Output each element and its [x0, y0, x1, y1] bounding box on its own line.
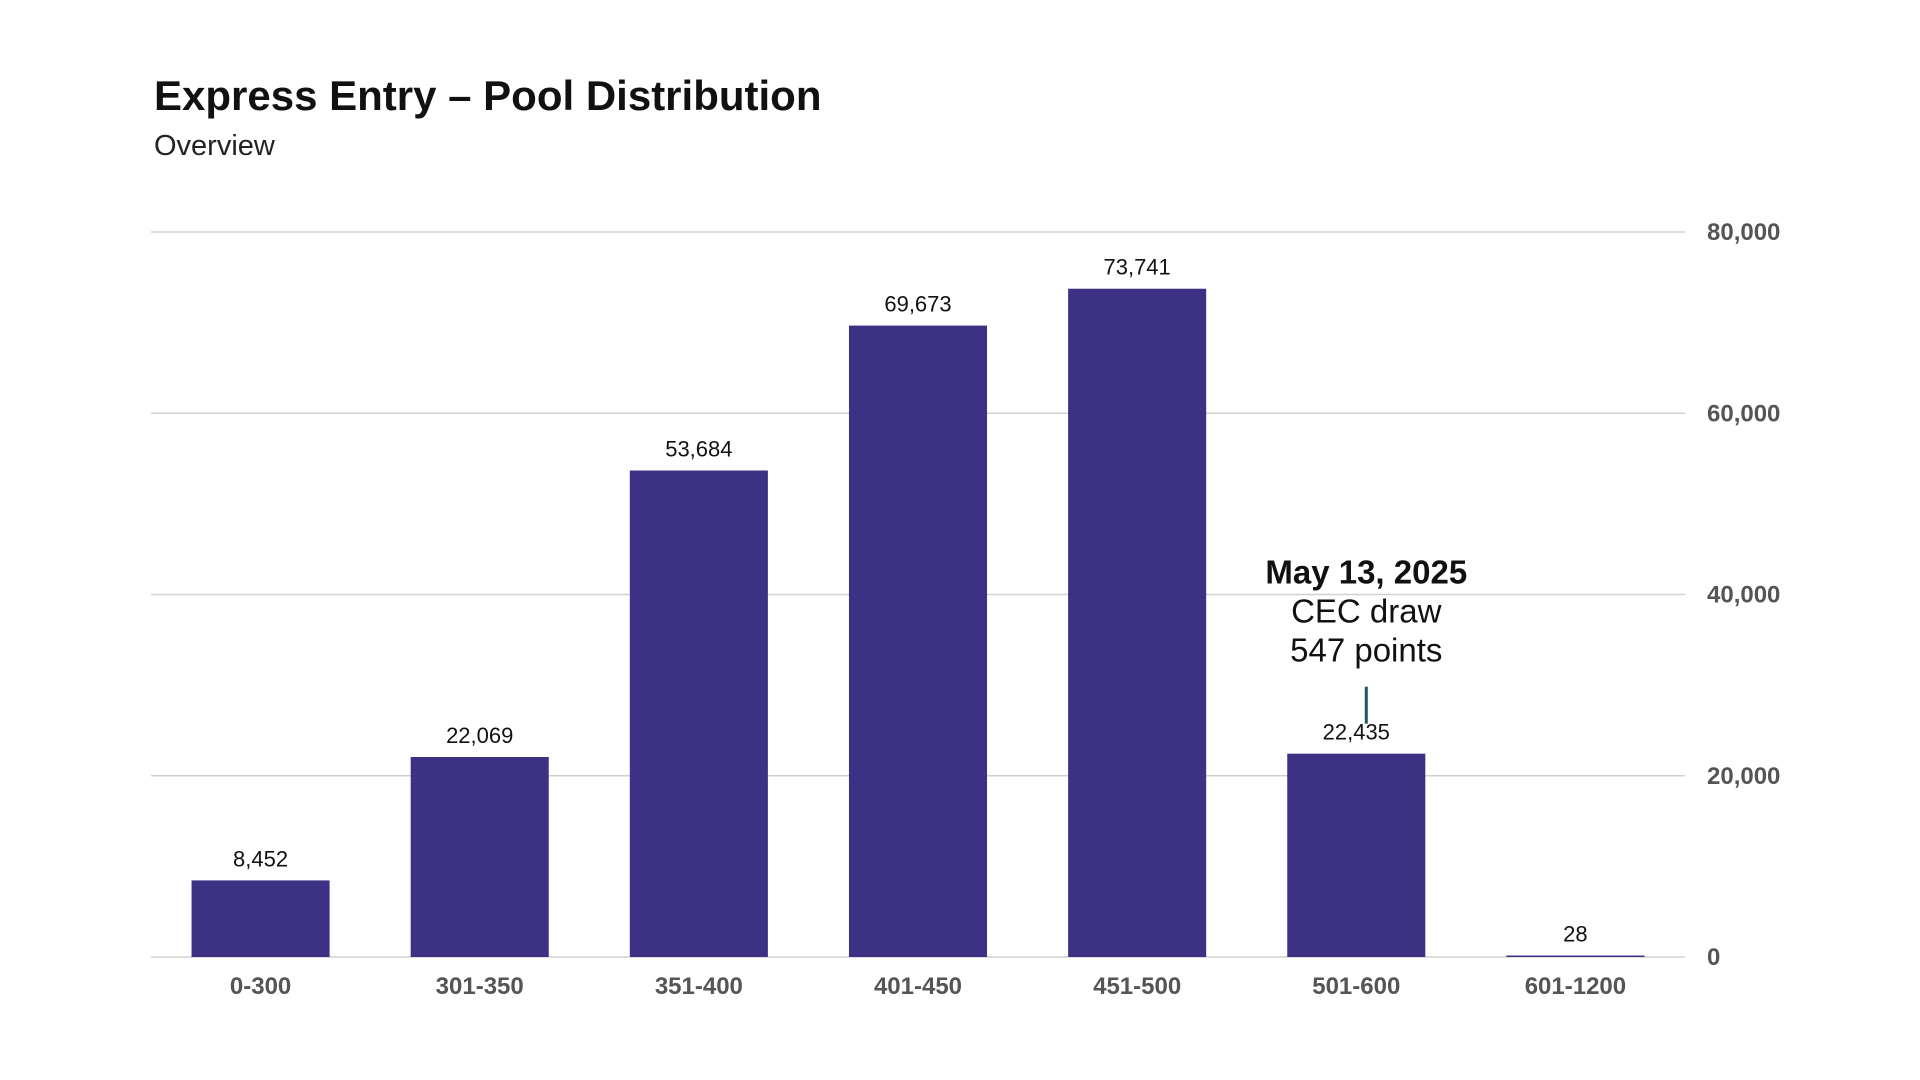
data-label: 28: [1563, 922, 1587, 947]
bar: [191, 880, 330, 957]
data-labels: 8,452 22,069 53,684 69,673 73,741 22,435 28: [233, 255, 1588, 947]
y-tick-label: 20,000: [1707, 763, 1780, 790]
chart-subtitle: Overview: [154, 130, 275, 162]
annotation-points: 547 points: [1290, 632, 1442, 669]
x-tick-label: 301-350: [436, 973, 524, 1000]
y-tick-label: 40,000: [1707, 582, 1780, 609]
bar: [410, 756, 549, 957]
x-tick-label: 351-400: [655, 973, 743, 1000]
bar: [1506, 955, 1645, 957]
y-tick-label: 80,000: [1707, 219, 1780, 246]
data-label: 22,435: [1323, 720, 1390, 745]
bar: [848, 325, 988, 957]
bars: [191, 288, 1645, 958]
y-tick-label: 0: [1707, 944, 1720, 971]
data-label: 22,069: [446, 723, 513, 748]
annotation-draw-type: CEC draw: [1291, 593, 1442, 630]
bar: [1068, 288, 1207, 958]
y-axis-ticks: 0 20,000 40,000 60,000 80,000: [1707, 219, 1780, 971]
bar: [1287, 753, 1426, 957]
x-tick-label: 451-500: [1093, 973, 1181, 1000]
data-label: 73,741: [1103, 255, 1170, 280]
x-tick-label: 401-450: [874, 973, 962, 1000]
data-label: 69,673: [884, 292, 951, 317]
data-label: 8,452: [233, 846, 288, 871]
x-axis-ticks: 0-300 301-350 351-400 401-450 451-500 501-600…: [230, 973, 1626, 1000]
annotation-date: May 13, 2025: [1265, 554, 1467, 591]
chart-title: Express Entry – Pool Distribution: [154, 72, 822, 119]
x-tick-label: 501-600: [1312, 973, 1400, 1000]
annotation: May 13, 2025 CEC draw 547 points: [1265, 554, 1467, 724]
bar: [629, 470, 768, 957]
x-tick-label: 0-300: [230, 973, 291, 1000]
data-label: 53,684: [665, 436, 732, 461]
x-tick-label: 601-1200: [1525, 973, 1626, 1000]
y-tick-label: 60,000: [1707, 400, 1780, 427]
